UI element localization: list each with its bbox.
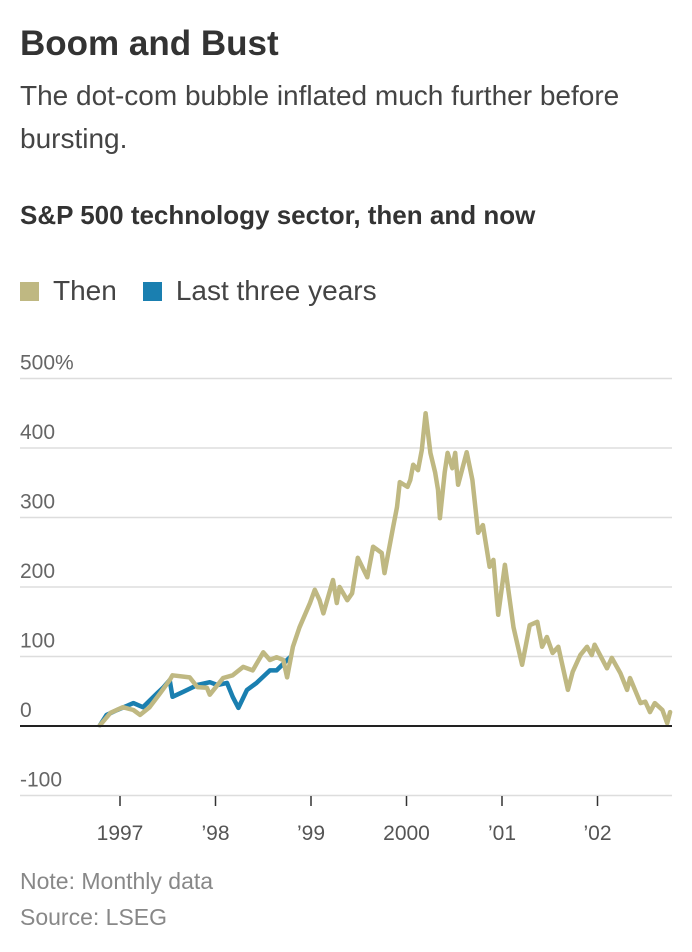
legend-label-then: Then [53, 275, 117, 306]
x-tick-label: ’01 [488, 822, 516, 845]
legend-item-last-three-years: Last three years [142, 275, 377, 307]
y-tick-label: 0 [20, 699, 32, 722]
y-tick-label: 200 [20, 560, 55, 583]
legend-swatch-last-three-years [142, 281, 162, 301]
y-tick-label: 400 [20, 421, 55, 444]
source: Source: LSEG [20, 904, 168, 930]
legend-swatch-then [20, 281, 39, 301]
subtitle: The dot-com bubble inflated much further… [20, 80, 620, 154]
y-tick-label: -100 [20, 769, 62, 792]
series-line-last-three-years [97, 654, 293, 728]
x-tick-label: 1997 [97, 822, 144, 845]
legend-item-then: Then [20, 275, 117, 307]
y-tick-label: 100 [20, 630, 55, 653]
chart-title: S&P 500 technology sector, then and now [20, 200, 536, 230]
x-tick-label: ’98 [201, 822, 229, 845]
headline: Boom and Bust [20, 24, 279, 63]
series-line-then [97, 411, 673, 728]
note: Note: Monthly data [20, 868, 214, 894]
x-tick-label: 2000 [383, 822, 430, 845]
y-tick-label: 500% [20, 352, 74, 375]
x-tick-label: ’99 [297, 822, 325, 845]
legend: Then Last three years [20, 275, 403, 307]
y-tick-label: 300 [20, 491, 55, 514]
x-tick-label: ’02 [583, 822, 611, 845]
legend-label-last-three-years: Last three years [175, 275, 377, 306]
